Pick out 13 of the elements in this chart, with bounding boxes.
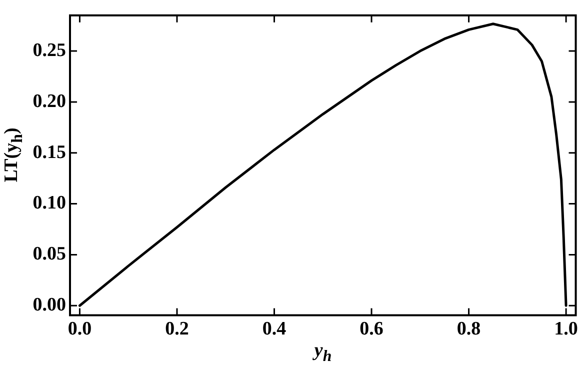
y-tick-label: 0.00	[32, 294, 66, 316]
y-tick-label: 0.15	[32, 142, 66, 163]
x-tick-label: 0.6	[360, 318, 384, 340]
y-tick-label: 0.20	[32, 90, 66, 112]
x-tick-label: 0.8	[456, 318, 481, 340]
y-tick-label: 0.05	[32, 244, 66, 265]
y-tick-label: 0.25	[32, 40, 66, 61]
x-axis-title: y$_{h}$	[314, 340, 332, 366]
x-tick-label: 0.2	[165, 318, 189, 340]
x-tick-label: 1.0	[554, 318, 578, 340]
x-tick-label: 0.4	[262, 318, 287, 340]
y-tick-label: 0.10	[32, 192, 66, 214]
x-tick-label: 0.0	[68, 318, 92, 340]
